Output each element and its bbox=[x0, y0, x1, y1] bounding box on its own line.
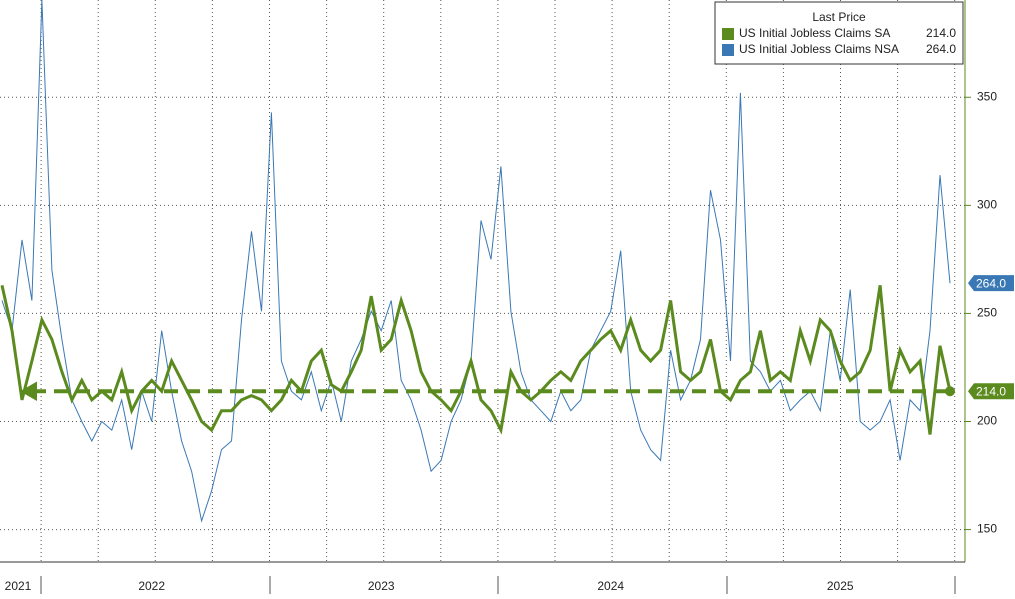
y-tick-label: 350 bbox=[977, 89, 997, 103]
legend-swatch bbox=[722, 44, 734, 56]
legend-box bbox=[714, 1, 964, 65]
last-price-arrow bbox=[19, 381, 37, 401]
legend-swatch bbox=[722, 28, 734, 40]
line-series bbox=[1, 0, 951, 523]
value-tag-label: 264.0 bbox=[976, 276, 1006, 290]
last-price-dot bbox=[945, 386, 955, 397]
line-series bbox=[0, 284, 952, 435]
x-tick-label: 2021 bbox=[5, 579, 32, 593]
y-tick-label: 200 bbox=[977, 414, 997, 428]
value-tag-label: 214.0 bbox=[976, 384, 1006, 398]
y-tick-label: 150 bbox=[977, 522, 997, 536]
x-tick-label: 2022 bbox=[138, 579, 165, 593]
legend-value: 214.0 bbox=[926, 26, 956, 40]
x-tick-label: 2024 bbox=[597, 579, 624, 593]
legend-label: US Initial Jobless Claims NSA bbox=[739, 42, 899, 56]
value-tag bbox=[968, 383, 1014, 400]
x-tick-label: 2025 bbox=[827, 579, 854, 593]
y-tick-label: 250 bbox=[977, 306, 997, 320]
legend: Last Price US Initial Jobless Claims SA 2… bbox=[714, 1, 964, 65]
legend-value: 264.0 bbox=[926, 42, 956, 56]
y-tick-label: 300 bbox=[977, 198, 997, 212]
x-tick-label: 2023 bbox=[368, 579, 395, 593]
legend-label: US Initial Jobless Claims SA bbox=[739, 26, 890, 40]
legend-title: Last Price bbox=[812, 10, 866, 24]
value-tag bbox=[968, 275, 1014, 292]
